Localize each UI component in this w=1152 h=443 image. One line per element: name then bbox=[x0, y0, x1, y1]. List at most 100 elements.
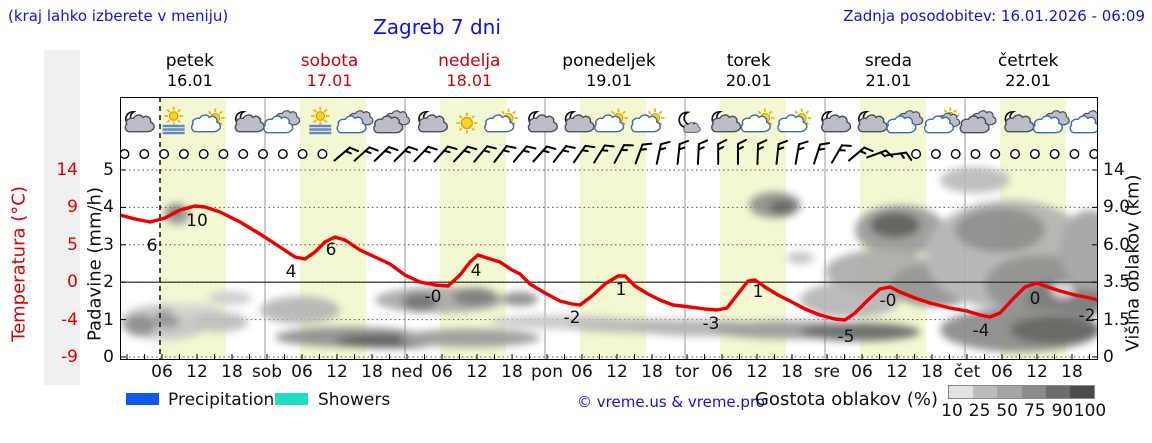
wind-barb bbox=[493, 145, 517, 163]
axis-tick-label: -4 bbox=[61, 310, 78, 330]
wind-calm-circle bbox=[238, 149, 249, 160]
temperature-curve bbox=[118, 204, 1100, 322]
wind-calm-circle bbox=[218, 149, 229, 160]
cloud-density-legend-label: Gostota oblakov (%) bbox=[754, 389, 938, 410]
weather-icon-moon-cloud bbox=[711, 110, 742, 133]
wind-barb bbox=[373, 146, 399, 162]
wind-barb bbox=[655, 140, 671, 165]
axis-tick-label: 3 bbox=[103, 235, 114, 255]
weather-icon-moon-cloud bbox=[124, 110, 155, 133]
day-name: ponedeljek bbox=[562, 51, 656, 71]
precipitation-legend-label: Precipitation bbox=[168, 390, 275, 410]
temperature-value-label: 4 bbox=[286, 262, 297, 282]
x-axis-tick-label: 18 bbox=[921, 362, 943, 382]
day-date: 17.01 bbox=[306, 70, 353, 90]
weather-icon-moon-cloud bbox=[857, 110, 888, 133]
wind-calm-circle bbox=[317, 149, 328, 160]
wind-calm-circle bbox=[950, 149, 961, 160]
wind-barb bbox=[532, 145, 557, 163]
wind-barb bbox=[433, 145, 458, 163]
x-axis-tick-label: 12 bbox=[186, 362, 208, 382]
wind-barb bbox=[333, 146, 360, 162]
wind-barb bbox=[813, 142, 831, 165]
temperature-value-label: 1 bbox=[753, 282, 764, 302]
day-name: nedelja bbox=[438, 51, 501, 71]
day-name: sobota bbox=[300, 51, 359, 71]
weather-icon-sun-cloud bbox=[630, 108, 665, 133]
temperature-value-label: 10 bbox=[186, 211, 208, 231]
day-date: 16.01 bbox=[166, 70, 213, 90]
x-axis-tick-label: sre bbox=[814, 362, 840, 382]
x-axis-tick-label: ned bbox=[390, 362, 424, 382]
wind-barb bbox=[593, 144, 615, 164]
temperature-value-label: -2 bbox=[1079, 306, 1096, 326]
weather-icon-moon-cloud bbox=[1004, 110, 1035, 133]
axis-tick-label: 9 bbox=[67, 197, 78, 217]
meteogram-plot: 6 10 4 6 -0 4 -2 1 -3 1 -5 -0 -4 0 -2 bbox=[118, 97, 1144, 360]
wind-calm-circle bbox=[1010, 149, 1021, 160]
x-axis-tick-label: 06 bbox=[291, 362, 313, 382]
axis-tick-label: 2 bbox=[103, 272, 114, 292]
day-header-četrtek: četrtek 22.01 bbox=[958, 51, 1098, 94]
x-axis-tick-label: 18 bbox=[641, 362, 663, 382]
copyright-link[interactable]: © vreme.us & vreme.pro bbox=[577, 393, 765, 411]
page-title: Zagreb 7 dni bbox=[373, 15, 501, 39]
wind-calm-circle bbox=[1089, 149, 1100, 160]
wind-barb bbox=[572, 144, 596, 164]
day-header-sreda: sreda 21.01 bbox=[819, 51, 959, 94]
weather-icon-sun-fog bbox=[309, 106, 332, 135]
wind-barb bbox=[736, 139, 747, 165]
x-axis-tick-label: 06 bbox=[151, 362, 173, 382]
day-date: 22.01 bbox=[1005, 70, 1052, 90]
wind-barb bbox=[634, 142, 653, 165]
wind-barb bbox=[885, 151, 913, 161]
wind-calm-circle bbox=[198, 149, 209, 160]
x-axis-tick-label: 06 bbox=[851, 362, 873, 382]
x-axis-tick-label: 12 bbox=[886, 362, 908, 382]
temperature-value-label: 4 bbox=[471, 261, 482, 281]
wind-barb bbox=[794, 140, 809, 165]
last-update-timestamp: Zadnja posodobitev: 16.01.2026 - 06:09 bbox=[843, 7, 1145, 25]
weather-icon-sun-cloud bbox=[740, 108, 775, 133]
wind-barb bbox=[512, 145, 537, 163]
wind-calm-circle bbox=[178, 149, 189, 160]
weather-icon-clouds bbox=[1069, 110, 1107, 134]
day-name: torek bbox=[726, 51, 771, 71]
weather-icon-moon-cloud bbox=[234, 110, 265, 133]
wind-barb bbox=[353, 146, 379, 162]
menu-hint: (kraj lahko izberete v meniju) bbox=[8, 7, 229, 25]
axis-tick-label: 5 bbox=[103, 160, 114, 180]
weather-icon-clouds-gray bbox=[373, 110, 411, 134]
x-axis-tick-label: 18 bbox=[221, 362, 243, 382]
temperature-axis-label: Temperatura (°C) bbox=[8, 186, 30, 342]
wind-calm-circle bbox=[970, 149, 981, 160]
gradient-step-label: 75 bbox=[1023, 401, 1046, 421]
gradient-step bbox=[973, 386, 998, 398]
day-date: 19.01 bbox=[586, 70, 632, 90]
weather-icon-clouds-gray bbox=[959, 110, 997, 134]
wind-calm-circle bbox=[139, 149, 150, 160]
weather-icon-sun bbox=[456, 112, 478, 134]
wind-barb bbox=[756, 139, 768, 165]
weather-icon-moon-cloud bbox=[564, 110, 595, 133]
plot-frame bbox=[120, 97, 1098, 360]
gradient-step-label: 10 bbox=[941, 401, 963, 421]
gradient-step bbox=[1045, 386, 1070, 398]
wind-barb bbox=[453, 145, 478, 163]
x-axis-tick-label: sob bbox=[251, 362, 283, 382]
showers-legend-swatch bbox=[275, 393, 308, 405]
day-name: petek bbox=[165, 51, 214, 71]
wind-barb bbox=[676, 139, 690, 165]
axis-tick-label: 0 bbox=[67, 272, 78, 292]
day-date: 21.01 bbox=[865, 70, 912, 90]
wind-calm-circle bbox=[1049, 149, 1060, 160]
weather-icon-clouds bbox=[886, 110, 924, 134]
x-axis-tick-label: pon bbox=[531, 362, 563, 382]
wind-barb bbox=[473, 145, 497, 163]
temperature-value-label: -3 bbox=[703, 314, 720, 334]
weather-icon-clouds bbox=[1032, 110, 1070, 134]
gradient-step-label: 50 bbox=[996, 401, 1019, 421]
day-headers: petek 16.01 sobota 17.01 nedelja 18.01 ponedel… bbox=[120, 51, 1098, 94]
wind-barb bbox=[830, 144, 852, 164]
